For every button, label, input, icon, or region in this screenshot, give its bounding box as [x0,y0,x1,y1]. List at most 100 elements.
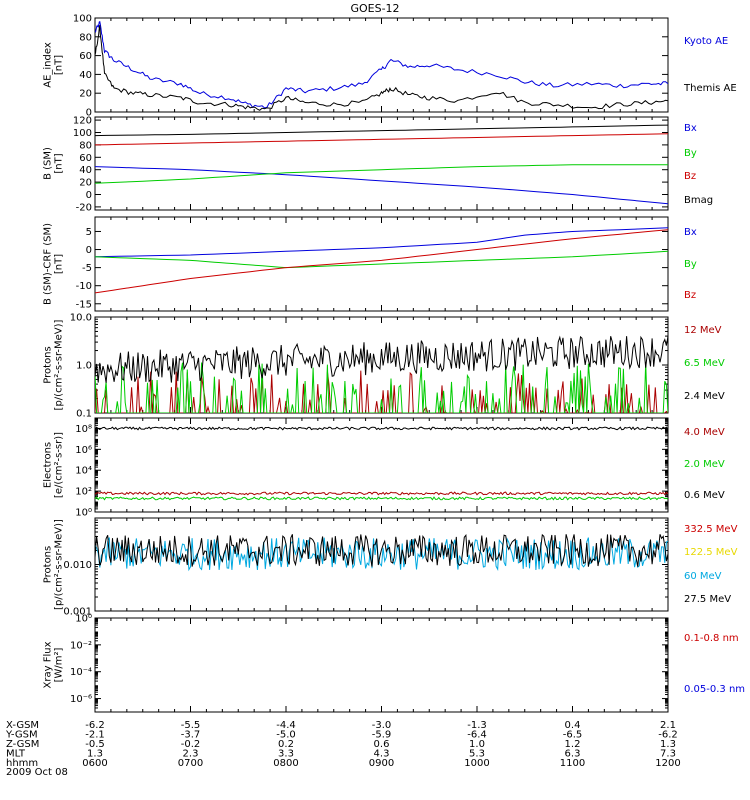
y-tick-label: -5 [82,263,92,274]
ephemeris-label: X-GSM [6,720,39,731]
y-tick-label: 0.010 [63,560,92,571]
series-line-0-6-mev [95,426,668,431]
series-line-2-0-mev [95,496,668,501]
y-axis-label-line: Protons [43,546,54,583]
legend-entry: 4.0 MeV [684,427,725,438]
legend-entry: Bx [684,227,697,238]
series-line-4-0-mev [95,491,668,496]
legend-entry: By [684,259,697,270]
y-tick-label: 20 [79,178,92,189]
series-group [95,426,668,501]
y-tick-label: 10⁻⁶ [70,694,92,705]
series-line-27-5-mev [95,533,668,567]
y-tick-label: 100 [73,14,92,25]
legend-entry: 2.0 MeV [684,459,725,470]
y-tick-label: 10.0 [70,313,92,324]
y-axis-label-line: [e/(cm²-s-sr)] [54,432,65,498]
y-tick-label: 10⁸ [75,424,92,435]
ephemeris-value: 0700 [178,758,203,769]
panel-frame [94,617,669,713]
chart-title: GOES-12 [350,2,399,15]
legend-entry: By [684,148,697,159]
y-tick-label: 10⁻⁴ [70,667,92,678]
ephemeris-value: -5.9 [372,730,392,741]
ephemeris-label: MLT [6,749,26,760]
y-axis-label-line: Protons [43,346,54,383]
legend-entry: Bmag [684,195,713,206]
y-tick-label: 60 [79,153,92,164]
ephemeris-value: -3.0 [372,720,392,731]
y-tick-label: 10⁰ [75,508,92,519]
legend-entry: 27.5 MeV [684,594,731,605]
series-group [95,227,668,294]
legend-entry: 60 MeV [684,571,722,582]
series-group [95,335,668,413]
series-group [95,124,668,205]
legend-entry: Kyoto AE [684,36,728,47]
y-axis-label-line: [W/m²] [54,647,65,682]
legend-entry: 0.1-0.8 nm [684,633,739,644]
ephemeris-value: 3.3 [278,749,294,760]
legend-entry: Bx [684,123,697,134]
ephemeris-value: 1.3 [660,739,676,750]
series-line-bz [95,133,668,146]
ephemeris-value: -5.5 [181,720,201,731]
date-label: 2009 Oct 08 [6,767,68,778]
legend-entry: 0.05-0.3 nm [684,684,745,695]
series-line-themis-ae [95,25,668,111]
panel-1: 0 20 40 60 80 100 AE_index [nT] Kyoto AE Themis A… [43,14,737,119]
series-line-2-4-mev [95,335,668,383]
y-tick-label: 5 [86,227,92,238]
ephemeris-value: -4.4 [276,720,296,731]
y-axis-label-line: [nT] [54,153,65,173]
ephemeris-value: -6.4 [467,730,487,741]
ephemeris-value: 0900 [369,758,394,769]
ephemeris-value: 0.4 [565,720,581,731]
y-tick-label: -20 [76,202,92,213]
legend-entry: 122.5 MeV [684,547,738,558]
y-tick-label: 10² [75,487,92,498]
y-tick-label: 120 [73,116,92,127]
y-tick-label: 10⁻² [70,640,92,651]
y-tick-label: 0.1 [76,409,92,420]
series-line-bz [95,229,668,294]
ephemeris-value: -0.2 [181,739,201,750]
ephemeris-value: 2.3 [183,749,199,760]
y-tick-label: 60 [79,51,92,62]
ephemeris-value: 4.3 [374,749,390,760]
y-axis-label-line: B (SM)-CRF (SM) [43,223,54,305]
y-tick-label: -15 [76,299,92,310]
legend-entry: 0.6 MeV [684,490,725,501]
ephemeris-value: 0800 [273,758,298,769]
series-group [95,533,668,572]
y-tick-label: 100 [73,128,92,139]
y-tick-label: 0 [86,190,92,201]
y-axis-label-line: AE_index [43,42,54,88]
y-axis-label-line: [p/(cm²-s-sr-MeV)] [54,519,65,610]
y-tick-label: 20 [79,89,92,100]
legend-entry: 12 MeV [684,325,722,336]
series-line-bx [95,227,668,258]
series-line-60-mev [95,537,668,572]
y-axis-label-line: [p/(cm²-s-sr-MeV)] [54,319,65,410]
y-tick-label: 0 [86,108,92,119]
ephemeris-value: -6.2 [658,730,678,741]
legend-entry: 332.5 MeV [684,524,738,535]
y-axis-label-line: B (SM) [43,147,54,180]
series-group [95,20,668,111]
y-tick-label: 40 [79,165,92,176]
legend-entry: Bz [684,290,696,301]
ephemeris-value: 1200 [655,758,680,769]
panel-5: 10⁰ 10² 10⁴ 10⁶ 10⁸ Electrons [e/(cm²-s-sr)] 4.… [43,417,725,519]
y-tick-label: 0.001 [63,607,92,618]
ephemeris-value: 0.6 [374,739,390,750]
panel-3: -15 -10 -5 0 5 B (SM)-CRF (SM) [nT] Bx By Bz [43,216,697,312]
series-line-6-5-mev [95,361,668,413]
ephemeris-value: -6.2 [85,720,105,731]
y-tick-label: 10⁶ [75,445,92,456]
series-line-by [95,164,668,184]
y-axis-label-line: [nT] [54,55,65,75]
